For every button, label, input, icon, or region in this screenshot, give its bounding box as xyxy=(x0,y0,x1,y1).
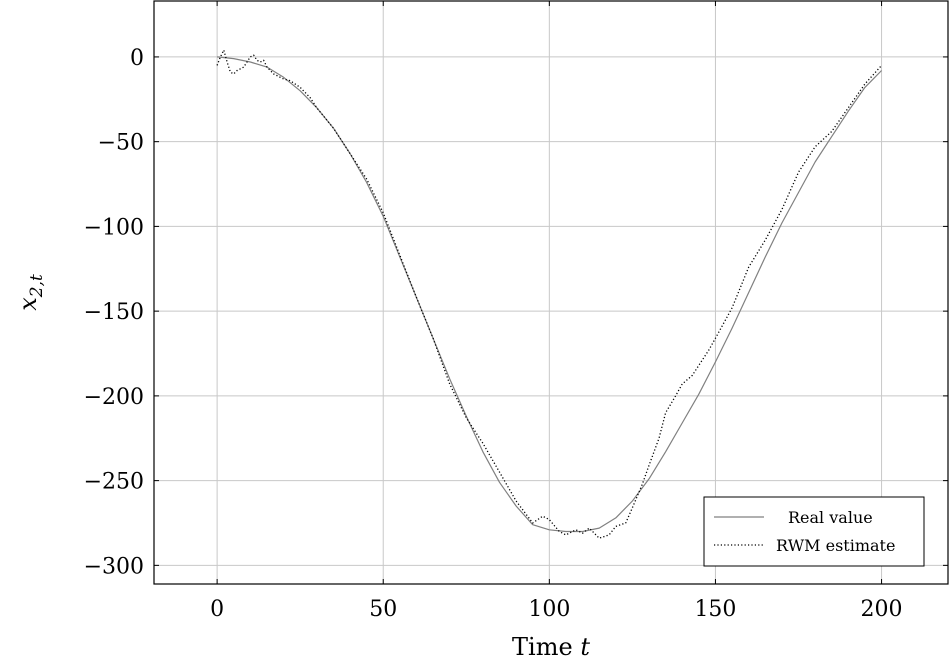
legend-box xyxy=(703,496,925,567)
plot-frame xyxy=(153,0,949,585)
y-axis: 0 −50 −100 −150 −200 −250 −300 xyxy=(84,46,948,579)
series-line-rwm-estimate xyxy=(216,49,883,539)
x-tick-label: 200 xyxy=(861,597,903,622)
legend: Real value RWM estimate xyxy=(703,496,925,567)
x-axis-title: Time t xyxy=(512,633,590,661)
y-axis-title: x2,t xyxy=(14,274,47,311)
y-tick-label: −100 xyxy=(84,215,144,240)
y-tick-label: −200 xyxy=(84,385,144,410)
x-axis-title-text: Time xyxy=(512,633,580,661)
series-line-real-value xyxy=(217,56,883,533)
series-lines xyxy=(216,49,883,539)
y-tick-label: −150 xyxy=(84,300,144,325)
x-tick-label: 0 xyxy=(210,597,224,622)
legend-label: RWM estimate xyxy=(776,536,895,555)
y-tick-label: 0 xyxy=(130,46,144,71)
y-tick-label: −50 xyxy=(98,131,144,156)
grid xyxy=(154,1,948,584)
x-axis: 0 50 100 150 200 xyxy=(210,1,903,622)
legend-label: Real value xyxy=(788,508,873,527)
y-tick-label: −250 xyxy=(84,470,144,495)
x-tick-label: 100 xyxy=(528,597,570,622)
y-tick-label: −300 xyxy=(84,554,144,579)
x-tick-label: 150 xyxy=(694,597,736,622)
x-tick-label: 50 xyxy=(369,597,397,622)
